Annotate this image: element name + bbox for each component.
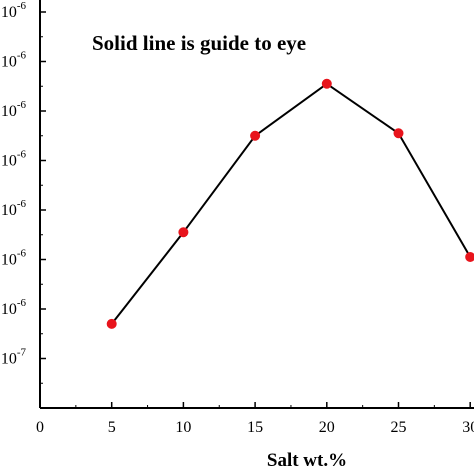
- x-axis-ticks: 0 5 10 15 20 25 30: [36, 402, 474, 436]
- y-tick-label: 10-7: [1, 347, 27, 368]
- y-tick-label: 10-6: [1, 297, 27, 318]
- plot-frame: [39, 0, 474, 409]
- x-axis-label: Salt wt.%: [267, 450, 347, 471]
- y-tick-label: 10-6: [1, 99, 27, 120]
- data-point: [106, 318, 117, 329]
- data-point: [465, 252, 474, 263]
- x-tick-label: 15: [247, 419, 263, 436]
- y-tick-label: 10-6: [1, 50, 27, 71]
- x-tick-label: 20: [319, 419, 335, 436]
- y-tick-label: 10-6: [1, 0, 27, 21]
- data-point: [250, 130, 261, 141]
- data-point: [321, 78, 332, 89]
- x-tick-label: 25: [391, 419, 407, 436]
- series-layer: [106, 78, 474, 329]
- y-tick-label: 10-6: [1, 248, 27, 269]
- x-tick-label: 10: [175, 419, 191, 436]
- y-tick-label: 10-6: [1, 149, 27, 170]
- y-tick-label: 10-6: [1, 198, 27, 219]
- chart-annotation: Solid line is guide to eye: [92, 31, 306, 55]
- x-tick-label: 30: [462, 419, 474, 436]
- series-line: [110, 82, 472, 325]
- x-tick-label: 5: [108, 419, 116, 436]
- data-point: [178, 227, 189, 238]
- x-tick-label: 0: [36, 419, 44, 436]
- data-point: [393, 128, 404, 139]
